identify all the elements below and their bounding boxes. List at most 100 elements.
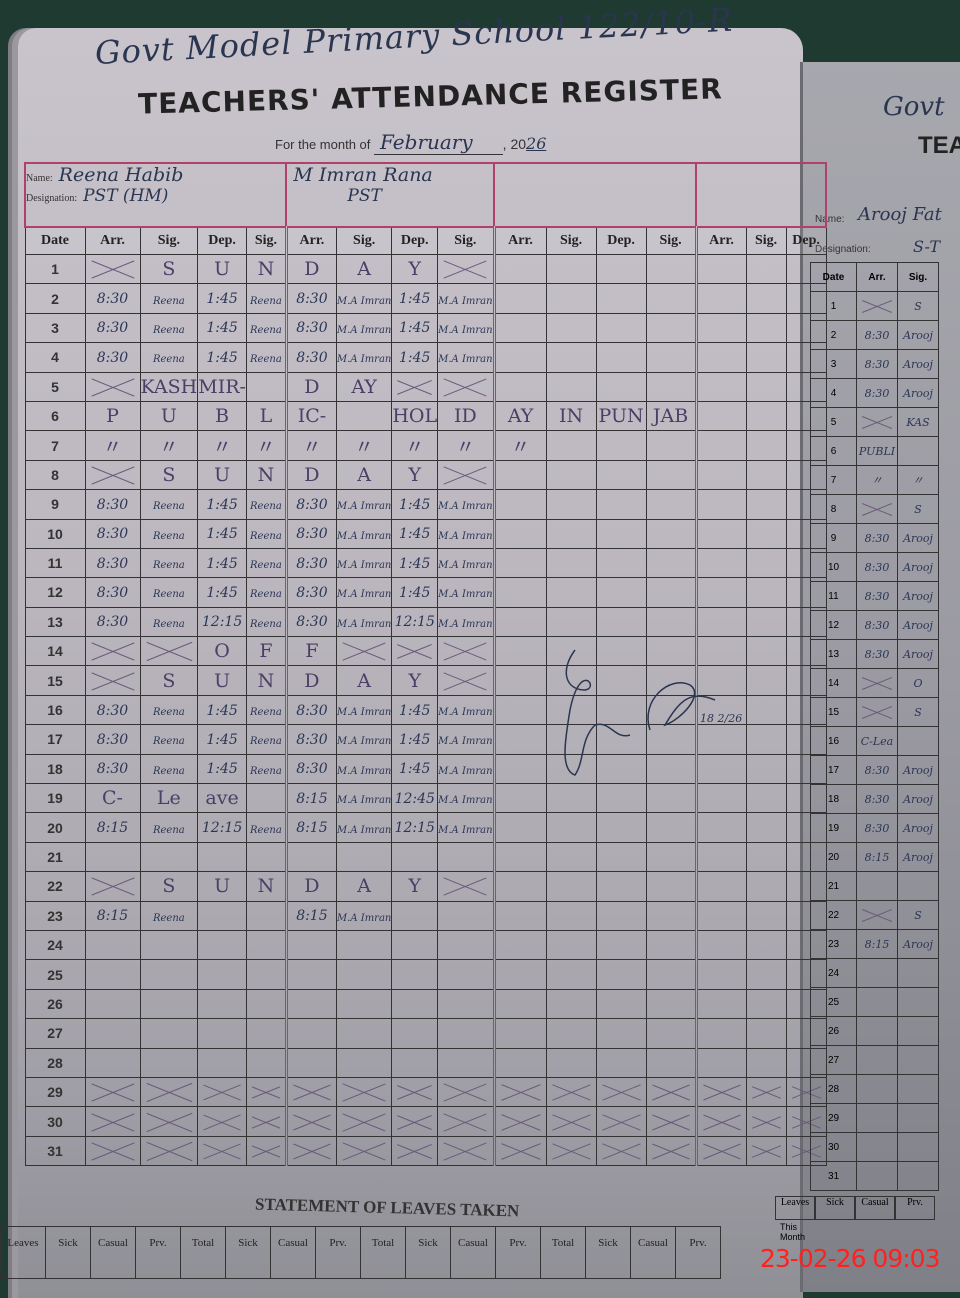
entry-text: 8:30 [864, 357, 890, 371]
signature-text: M.A Imran [336, 765, 392, 777]
attendance-cell [335, 1106, 393, 1137]
column-header-row: Date Arr. Sig. Dep. Sig. Arr. Sig. Dep. Sig. Arr.… [24, 226, 827, 255]
attendance-cell [645, 636, 698, 667]
column-header-arr: Arr. [695, 226, 747, 255]
attendance-row: 31 [24, 1135, 827, 1167]
attendance-cell [695, 459, 747, 491]
attendance-cell: S [139, 253, 199, 285]
entry-text: S [162, 669, 176, 692]
attendance-cell: M.A Imran [335, 783, 393, 814]
attendance-row: 9 8:30 Reena 1:45 Reena 8:30 M.A Imran 1:45 M.A … [24, 489, 827, 520]
attendance-cell: 〃 [139, 430, 199, 461]
entry-text: 8:30 [296, 349, 328, 366]
entry-text: P [106, 405, 119, 428]
right-date-cell: 28 [810, 1074, 857, 1104]
attendance-cell [745, 665, 787, 696]
entry-text: 8:30 [96, 702, 129, 719]
attendance-cell: IN [545, 400, 597, 432]
attendance-cell: Reena [245, 812, 288, 843]
leaves-table: Leaves Sick Casual Prv. Total Sick Casual Prv. T… [0, 1226, 721, 1279]
attendance-row: 10 8:30 Reena 1:45 Reena 8:30 M.A Imran 1:45 M.A… [24, 518, 827, 549]
entry-text: PUN [598, 405, 644, 428]
attendance-cell [285, 1047, 337, 1078]
attendance-cell: Reena [139, 547, 199, 579]
right-date-cell: 3 [810, 349, 857, 379]
attendance-cell: U [197, 871, 247, 902]
attendance-row: 24 [24, 929, 827, 961]
attendance-cell [595, 871, 647, 902]
attendance-cell [745, 988, 787, 1020]
right-attendance-cell [856, 1074, 898, 1104]
attendance-cell [545, 871, 597, 902]
entry-text: 1:45 [399, 584, 431, 601]
entry-text: U [214, 669, 231, 692]
attendance-cell: 〃 [285, 430, 337, 461]
attendance-cell [695, 577, 747, 608]
attendance-cell: 1:45 [391, 577, 439, 608]
attendance-cell: Reena [245, 753, 288, 785]
right-date-cell: 17 [810, 755, 857, 785]
entry-text: 1:45 [399, 761, 431, 778]
camera-timestamp: 23-02-26 09:03 [760, 1244, 940, 1273]
entry-text: B [215, 405, 230, 428]
attendance-cell: 1:45 [391, 518, 439, 549]
attendance-cell: M.A Imran [437, 547, 496, 579]
attendance-cell: 8:15 [285, 812, 337, 843]
attendance-cell: U [197, 253, 247, 285]
attendance-cell [84, 1047, 141, 1078]
attendance-cell: M.A Imran [335, 812, 393, 843]
attendance-cell: 8:30 [84, 606, 141, 638]
entry-text: 〃 [302, 436, 322, 459]
attendance-cell [745, 959, 787, 990]
date-text: 6 [830, 445, 837, 457]
date-text: 26 [827, 1025, 840, 1037]
attendance-cell [695, 489, 747, 520]
attendance-cell: MIR- [197, 371, 247, 402]
right-attendance-row: 27 [810, 1045, 939, 1075]
right-attendance-row: 26 [810, 1016, 939, 1046]
entry-text: 8:30 [296, 731, 328, 748]
right-attendance-cell [897, 987, 939, 1017]
attendance-cell: 1:45 [197, 577, 247, 608]
right-date-cell: 16 [810, 726, 857, 756]
attendance-cell [645, 489, 698, 520]
attendance-row: 7 〃 〃 〃 〃 〃 〃 〃 〃 〃 [24, 430, 827, 461]
attendance-row: 12 8:30 Reena 1:45 Reena 8:30 M.A Imran 1:45 M.A… [24, 577, 827, 608]
right-school-fragment: Govt [883, 92, 945, 122]
right-attendance-cell: 8:30 [856, 784, 898, 814]
right-attendance-row: 7 〃 〃 [810, 465, 939, 495]
attendance-cell: M.A Imran [335, 900, 393, 931]
entry-text: 〃 [354, 436, 374, 459]
date-cell: 12 [24, 577, 86, 608]
entry-text: 1:45 [206, 291, 238, 308]
attendance-cell: 1:45 [391, 694, 439, 726]
entry-text: 8:30 [96, 349, 129, 366]
attendance-cell [84, 959, 141, 990]
attendance-cell [84, 1076, 141, 1108]
attendance-cell: M.A Imran [437, 577, 496, 608]
date-cell: 9 [24, 489, 86, 520]
right-date-cell: 1 [810, 291, 857, 321]
right-attendance-cell [856, 1045, 898, 1075]
attendance-cell: 8:30 [84, 753, 141, 785]
attendance-cell [695, 1018, 747, 1049]
attendance-cell [695, 606, 747, 638]
teacher-info-3 [493, 162, 698, 228]
entry-text: 8:30 [96, 761, 129, 778]
signature-text: M.A Imran [438, 765, 493, 777]
leaves-header-sick: Sick [225, 1226, 271, 1279]
signature-text: M.A Imran [438, 618, 493, 630]
entry-text: KASH [140, 375, 198, 398]
attendance-cell [84, 253, 141, 285]
right-attendance-cell: S [897, 291, 939, 321]
attendance-cell: 1:45 [391, 489, 439, 520]
attendance-cell: N [245, 459, 288, 491]
column-header-arr: Arr. [84, 226, 141, 255]
right-attendance-row: 30 [810, 1132, 939, 1162]
column-header-dep: Dep. [785, 226, 827, 255]
date-text: 10 [827, 561, 840, 573]
attendance-cell [437, 900, 496, 931]
attendance-cell [745, 1018, 787, 1049]
attendance-cell [745, 459, 787, 491]
attendance-cell [391, 1135, 439, 1167]
